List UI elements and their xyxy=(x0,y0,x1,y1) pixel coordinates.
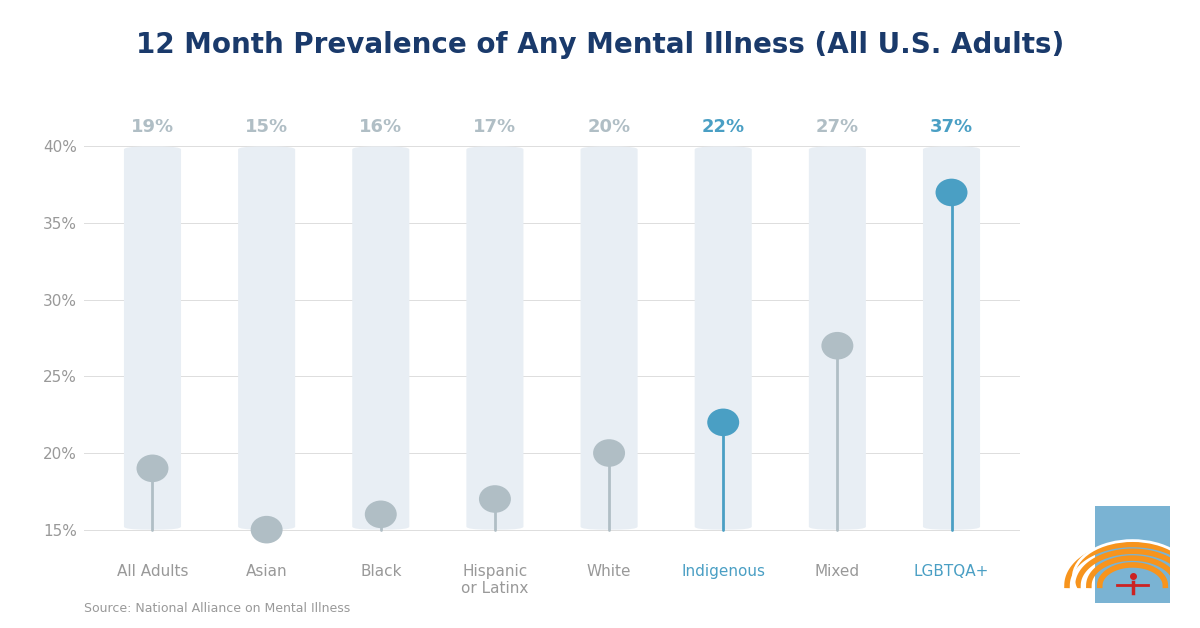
FancyBboxPatch shape xyxy=(923,146,980,529)
FancyBboxPatch shape xyxy=(809,146,866,529)
Ellipse shape xyxy=(707,409,739,436)
Text: 16%: 16% xyxy=(359,117,402,136)
Text: 37%: 37% xyxy=(930,117,973,136)
FancyBboxPatch shape xyxy=(581,146,637,529)
Text: Way: Way xyxy=(1026,562,1060,576)
Ellipse shape xyxy=(365,501,397,528)
Ellipse shape xyxy=(936,178,967,206)
FancyBboxPatch shape xyxy=(353,146,409,529)
Ellipse shape xyxy=(137,455,168,482)
Text: 20%: 20% xyxy=(588,117,631,136)
Ellipse shape xyxy=(251,516,283,543)
Ellipse shape xyxy=(479,485,511,513)
Ellipse shape xyxy=(821,332,853,359)
Text: 27%: 27% xyxy=(816,117,859,136)
FancyBboxPatch shape xyxy=(1096,506,1170,603)
Text: 19%: 19% xyxy=(131,117,174,136)
Text: Source: National Alliance on Mental Illness: Source: National Alliance on Mental Illn… xyxy=(84,602,350,615)
FancyBboxPatch shape xyxy=(467,146,523,529)
Text: 15%: 15% xyxy=(245,117,288,136)
Text: 22%: 22% xyxy=(702,117,745,136)
Text: 12 Month Prevalence of Any Mental Illness (All U.S. Adults): 12 Month Prevalence of Any Mental Illnes… xyxy=(136,31,1064,60)
FancyBboxPatch shape xyxy=(695,146,751,529)
Text: United: United xyxy=(1026,533,1079,546)
Text: 17%: 17% xyxy=(473,117,516,136)
Ellipse shape xyxy=(593,439,625,467)
FancyBboxPatch shape xyxy=(238,146,295,529)
FancyBboxPatch shape xyxy=(124,146,181,529)
